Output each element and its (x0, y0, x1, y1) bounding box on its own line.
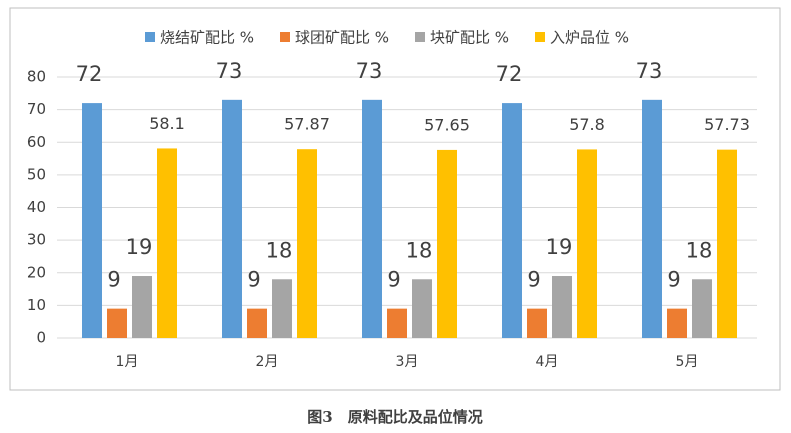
bar (107, 308, 127, 338)
x-tick-label: 3月 (396, 354, 419, 370)
data-label: 9 (387, 268, 400, 292)
bar (642, 99, 662, 339)
bar (412, 279, 432, 338)
legend-label: 入炉品位 % (550, 29, 629, 47)
bar (577, 149, 597, 338)
legend-label: 块矿配比 % (430, 29, 509, 47)
bar (247, 308, 267, 338)
bar (132, 276, 152, 338)
bar (222, 99, 242, 339)
bar (692, 279, 712, 338)
y-tick-label: 30 (27, 231, 46, 249)
legend-label: 烧结矿配比 % (160, 29, 254, 47)
y-tick-label: 20 (27, 263, 46, 281)
caption: 图3 原料配比及品位情况 (307, 408, 482, 426)
data-label: 58.1 (149, 114, 185, 133)
data-label: 18 (266, 238, 293, 262)
legend-swatch (535, 32, 545, 42)
legend-label: 球团矿配比 % (295, 29, 389, 47)
data-label: 73 (216, 59, 243, 83)
bar (272, 279, 292, 338)
bar (157, 148, 177, 338)
y-tick-label: 0 (36, 329, 46, 347)
data-label: 72 (496, 62, 523, 86)
y-tick-label: 40 (27, 198, 46, 216)
data-label: 57.8 (569, 115, 605, 134)
bar (717, 149, 737, 338)
y-tick-label: 60 (27, 133, 46, 151)
data-label: 19 (126, 235, 153, 259)
bar (667, 308, 687, 338)
data-label: 19 (546, 235, 573, 259)
data-label: 18 (406, 238, 433, 262)
data-label: 57.87 (284, 115, 330, 134)
x-tick-label: 4月 (536, 354, 559, 370)
data-label: 9 (667, 268, 680, 292)
data-label: 9 (527, 268, 540, 292)
data-label: 9 (107, 268, 120, 292)
bar (437, 149, 457, 338)
bar (82, 103, 102, 338)
data-label: 18 (686, 238, 713, 262)
data-label: 73 (356, 59, 383, 83)
x-tick-label: 2月 (256, 354, 279, 370)
data-label: 57.65 (424, 115, 470, 134)
y-tick-label: 50 (27, 165, 46, 183)
data-label: 9 (247, 268, 260, 292)
legend-swatch (145, 32, 155, 42)
bar (552, 276, 572, 338)
y-tick-label: 70 (27, 100, 46, 118)
legend-swatch (280, 32, 290, 42)
legend-swatch (415, 32, 425, 42)
y-tick-label: 80 (27, 68, 46, 86)
bar (387, 308, 407, 338)
bar (502, 103, 522, 338)
x-tick-label: 5月 (676, 354, 699, 370)
y-tick-label: 10 (27, 296, 46, 314)
bar (297, 149, 317, 338)
data-label: 73 (636, 59, 663, 83)
bar (527, 308, 547, 338)
data-label: 57.73 (704, 115, 750, 134)
x-tick-label: 1月 (116, 354, 139, 370)
data-label: 72 (76, 62, 103, 86)
bar (362, 99, 382, 339)
